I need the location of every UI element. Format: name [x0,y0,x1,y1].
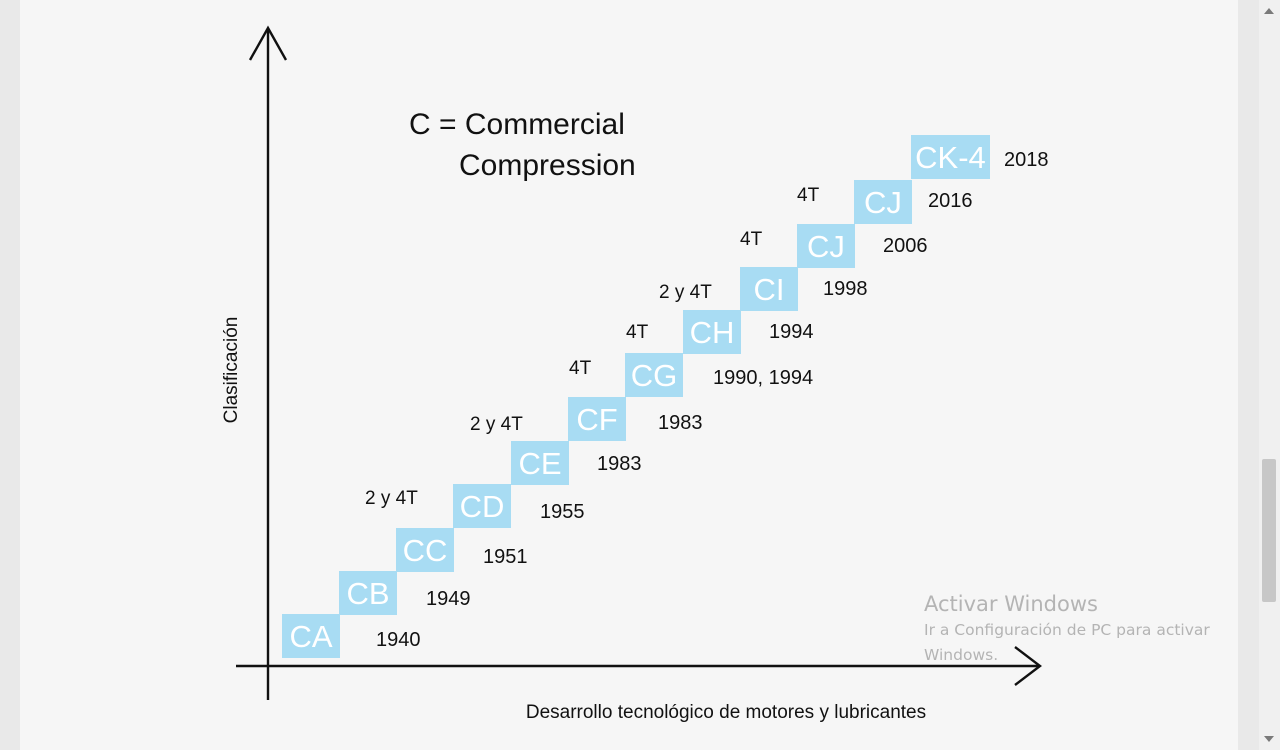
watermark-title: Activar Windows [924,592,1098,616]
step-3: CC 1951 [396,528,528,572]
step-2: CB 1949 [339,571,471,615]
step-engine-type: 4T [797,185,820,206]
x-axis-label: Desarrollo tecnológico de motores y lubr… [526,702,926,723]
step-year: 1998 [823,278,868,300]
step-year: 2016 [928,190,973,212]
step-year: 1949 [426,588,471,610]
windows-activation-watermark: Activar Windows Ir a Configuración de PC… [924,590,1244,668]
step-code: CG [631,358,678,393]
step-code: CI [754,272,785,307]
step-year: 1951 [483,546,528,568]
step-box [911,135,990,179]
step-code: CF [576,402,617,437]
step-10: CJ 2006 4T [740,224,928,268]
step-year: 1955 [540,501,585,523]
step-8: CH 1994 4T [626,310,814,354]
step-code: CJ [807,229,845,264]
step-box [396,528,454,572]
step-code: CJ [864,185,902,220]
step-code: CE [518,446,561,481]
step-engine-type: 4T [626,322,649,343]
step-year: 1940 [376,629,421,651]
vertical-scrollbar[interactable] [1259,0,1280,750]
y-axis-label: Clasificación [221,317,242,424]
step-code: CD [460,489,505,524]
scroll-up-arrow-icon[interactable] [1264,8,1274,14]
step-engine-type: 2 y 4T [470,414,523,435]
step-box [625,353,683,397]
step-code: CH [690,315,735,350]
step-9: CI 1998 2 y 4T [659,267,868,311]
step-11: CJ 2016 4T [797,180,973,224]
step-7: CG 1990, 1994 4T [569,353,813,397]
step-box [854,180,912,224]
heading-line-1: C = Commercial [409,108,625,141]
step-6: CF 1983 2 y 4T [470,397,703,441]
step-year: 1983 [658,412,703,434]
step-box [568,397,626,441]
step-engine-type: 2 y 4T [659,282,712,303]
step-year: 2006 [883,235,928,257]
step-4: CD 1955 2 y 4T [365,484,585,528]
y-axis-arrowhead [248,25,288,61]
step-box [453,484,511,528]
scrollbar-thumb[interactable] [1262,459,1276,602]
step-year: 1994 [769,321,814,343]
step-code: CK-4 [915,140,986,175]
step-box [683,310,741,354]
heading-line-2: Compression [459,149,636,182]
step-12: CK-4 2018 [911,135,1049,179]
step-code: CC [403,533,448,568]
step-box [797,224,855,268]
step-code: CA [289,619,332,654]
step-year: 2018 [1004,149,1049,171]
step-code: CB [346,576,389,611]
step-engine-type: 4T [740,229,763,250]
watermark-subtitle: Ir a Configuración de PC para activar Wi… [924,621,1210,664]
step-box [740,267,798,311]
step-1: CA 1940 [282,614,421,658]
x-axis-arrowhead [1014,646,1042,686]
step-year: 1990, 1994 [713,367,813,389]
step-engine-type: 2 y 4T [365,488,418,509]
classification-steps: CA 1940 CB 1949 CC 1951 CD 1955 2 y 4T CE 1983 CF 19… [282,135,1049,658]
step-box [282,614,340,658]
step-box [511,441,569,485]
step-year: 1983 [597,453,642,475]
scroll-down-arrow-icon[interactable] [1264,736,1274,742]
axes [236,25,1042,700]
step-5: CE 1983 [511,441,642,485]
step-box [339,571,397,615]
step-engine-type: 4T [569,358,592,379]
